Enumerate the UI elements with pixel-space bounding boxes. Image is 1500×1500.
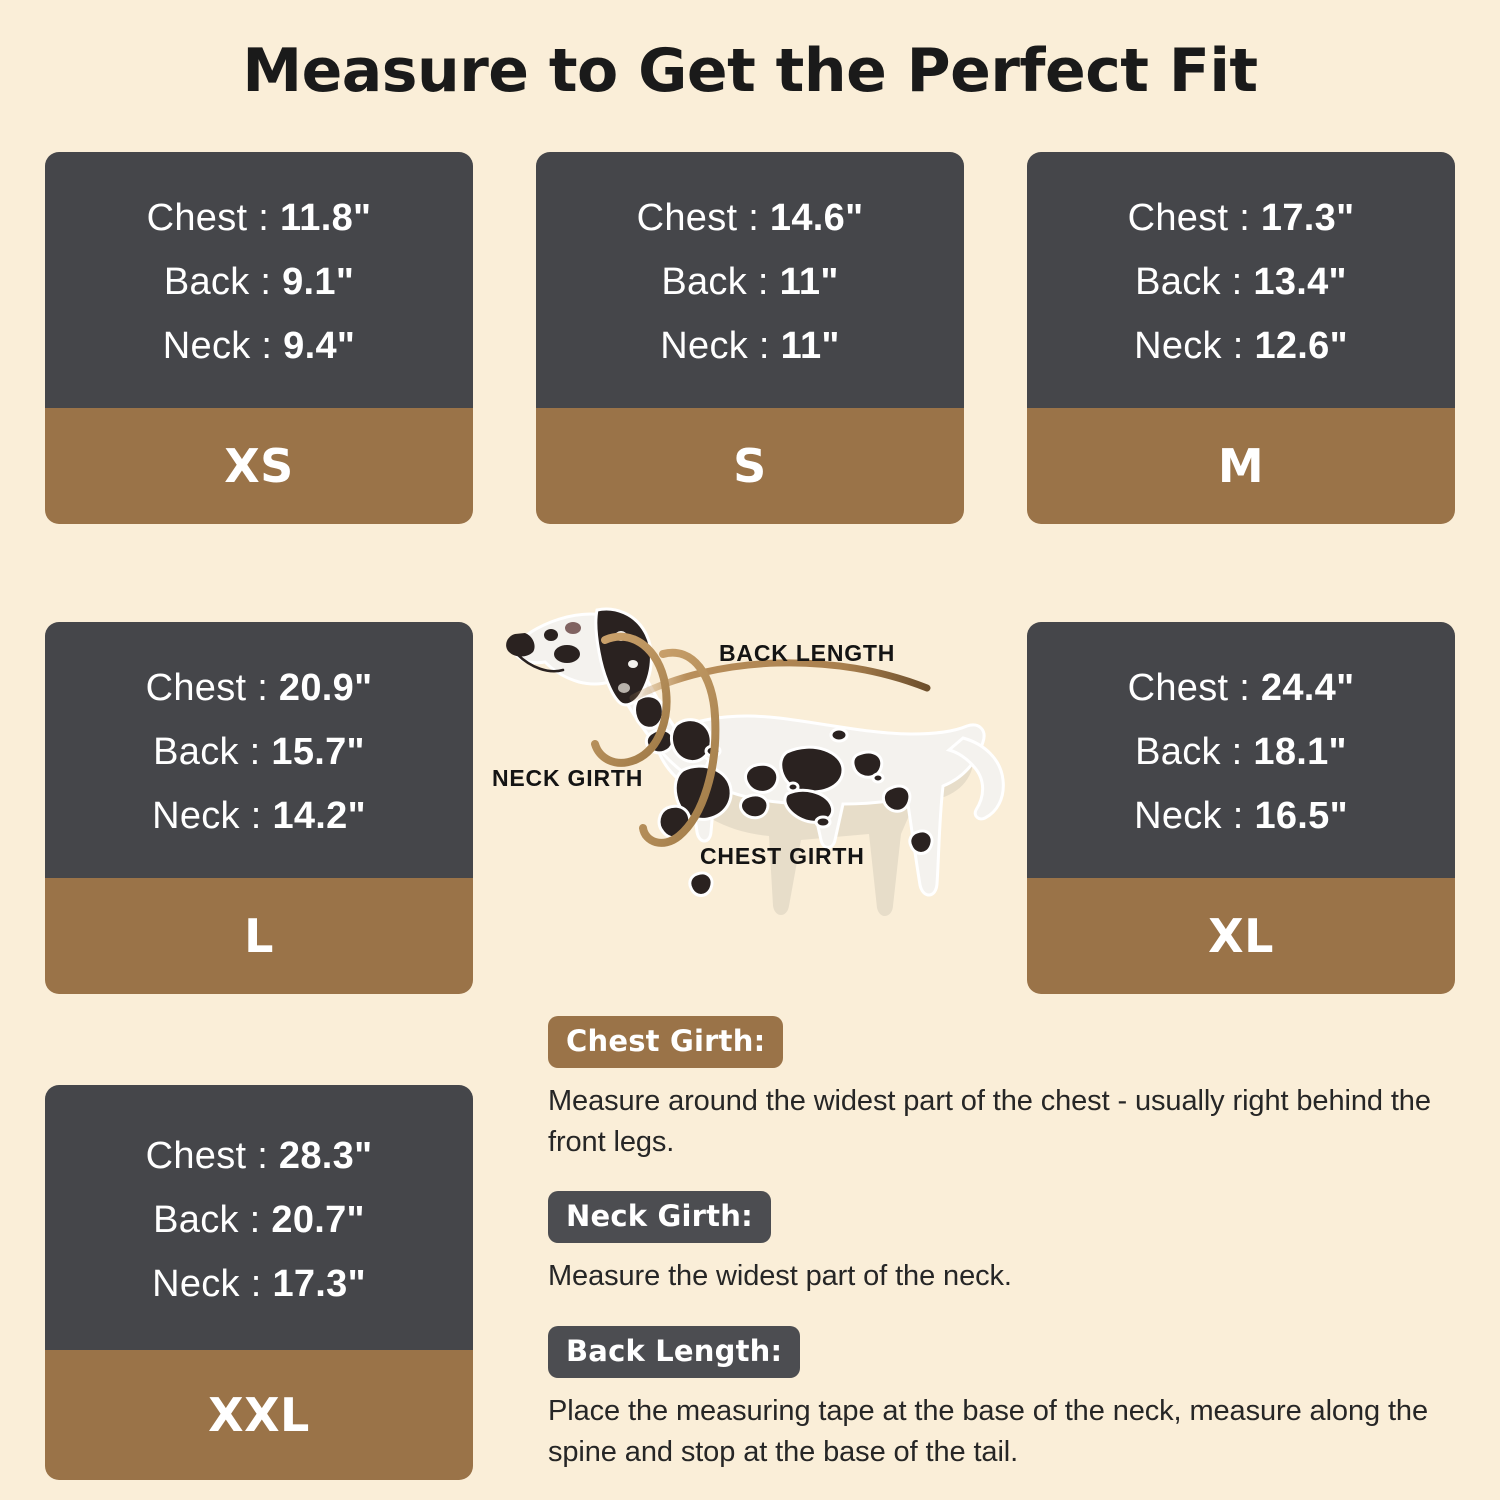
instruction-neck-girth-text: Measure the widest part of the neck. (548, 1260, 1012, 1293)
spec-back-label: Back : (661, 261, 780, 303)
spec-chest-value: 17.3" (1260, 197, 1355, 239)
badge-back-length: Back Length: (548, 1325, 801, 1378)
spec-back: Back : 20.7" (153, 1188, 365, 1252)
spec-neck-value: 14.2" (272, 795, 366, 837)
spec-neck-value: 16.5" (1254, 795, 1348, 837)
spec-neck-value: 9.4" (283, 325, 356, 367)
spec-back: Back : 11" (661, 250, 838, 314)
spec-chest-label: Chest : (636, 197, 770, 239)
spec-chest-value: 24.4" (1260, 667, 1355, 709)
size-card-xs[interactable]: Chest : 11.8" Back : 9.1" Neck : 9.4" XS (45, 152, 473, 524)
size-card-m[interactable]: Chest : 17.3" Back : 13.4" Neck : 12.6" … (1027, 152, 1455, 524)
badge-chest-girth: Chest Girth: (548, 1016, 784, 1068)
size-card-label: XL (1027, 878, 1455, 994)
spec-back: Back : 18.1" (1135, 720, 1347, 784)
instruction-back-length-text: Place the measuring tape at the base of … (548, 1394, 1428, 1468)
page-title: Measure to Get the Perfect Fit (242, 36, 1258, 106)
spec-neck-label: Neck : (660, 325, 781, 367)
spec-chest: Chest : 17.3" (1128, 186, 1355, 250)
spec-chest-value: 20.9" (278, 667, 373, 709)
spec-neck: Neck : 9.4" (163, 314, 355, 378)
size-card-l[interactable]: Chest : 20.9" Back : 15.7" Neck : 14.2" … (45, 622, 473, 994)
spec-back-label: Back : (153, 1198, 272, 1241)
spec-back-value: 9.1" (282, 261, 355, 303)
spec-neck-label: Neck : (1134, 795, 1255, 837)
spec-back-value: 20.7" (271, 1198, 365, 1241)
size-card-label: XS (45, 408, 473, 524)
spec-chest-label: Chest : (146, 197, 280, 239)
spec-neck-label: Neck : (162, 325, 284, 367)
spec-back-value: 11" (779, 261, 839, 303)
back-length-arc (629, 659, 931, 702)
size-card-specs: Chest : 14.6" Back : 11" Neck : 11" (536, 152, 964, 408)
measuring-instructions: Chest Girth: Measure around the widest p… (548, 1016, 1458, 1479)
size-card-label: M (1027, 408, 1455, 524)
spec-neck-label: Neck : (152, 1262, 273, 1305)
spec-neck: Neck : 16.5" (1134, 784, 1348, 848)
spec-back-value: 18.1" (1253, 731, 1347, 773)
spec-neck-value: 17.3" (272, 1262, 366, 1305)
chest-girth-arc (639, 648, 720, 847)
size-card-xxl[interactable]: Chest : 28.3" Back : 20.7" Neck : 17.3" … (45, 1085, 473, 1480)
spec-chest-label: Chest : (145, 1134, 279, 1177)
badge-neck-girth: Neck Girth: (548, 1191, 771, 1244)
spec-back-label: Back : (163, 261, 283, 303)
instruction-back-length: Back Length: Place the measuring tape at… (548, 1325, 1458, 1473)
spec-back-label: Back : (1135, 261, 1254, 303)
dog-measurement-diagram (487, 592, 1017, 992)
spec-neck-label: Neck : (1134, 325, 1255, 367)
instruction-chest-girth-text: Measure around the widest part of the ch… (548, 1085, 1431, 1159)
size-card-specs: Chest : 17.3" Back : 13.4" Neck : 12.6" (1027, 152, 1455, 408)
spec-chest: Chest : 11.8" (147, 186, 372, 250)
size-card-xl[interactable]: Chest : 24.4" Back : 18.1" Neck : 16.5" … (1027, 622, 1455, 994)
dog-spots (633, 694, 934, 897)
neck-girth-arc (591, 632, 671, 767)
size-card-specs: Chest : 24.4" Back : 18.1" Neck : 16.5" (1027, 622, 1455, 878)
size-card-specs: Chest : 11.8" Back : 9.1" Neck : 9.4" (45, 152, 473, 408)
spec-chest-value: 11.8" (279, 197, 372, 239)
size-card-specs: Chest : 20.9" Back : 15.7" Neck : 14.2" (45, 622, 473, 878)
spec-neck: Neck : 14.2" (152, 784, 366, 848)
spec-chest: Chest : 14.6" (637, 186, 864, 250)
spec-back: Back : 13.4" (1135, 250, 1347, 314)
size-card-label: S (536, 408, 964, 524)
spec-chest: Chest : 24.4" (1128, 656, 1355, 720)
spec-chest: Chest : 28.3" (146, 1124, 373, 1188)
size-card-label: L (45, 878, 473, 994)
spec-chest-value: 28.3" (278, 1134, 373, 1177)
label-chest-girth: CHEST GIRTH (700, 843, 865, 869)
spec-neck: Neck : 17.3" (152, 1252, 366, 1316)
label-back-length: BACK LENGTH (719, 640, 896, 666)
spec-back: Back : 15.7" (153, 720, 365, 784)
instruction-neck-girth: Neck Girth: Measure the widest part of t… (548, 1191, 1458, 1297)
instruction-chest-girth: Chest Girth: Measure around the widest p… (548, 1016, 1458, 1163)
size-card-s[interactable]: Chest : 14.6" Back : 11" Neck : 11" S (536, 152, 964, 524)
spec-back-label: Back : (1135, 731, 1254, 773)
spec-chest-value: 14.6" (769, 197, 864, 239)
spec-back-value: 13.4" (1253, 261, 1347, 303)
spec-neck-value: 12.6" (1254, 325, 1348, 367)
spec-neck: Neck : 12.6" (1134, 314, 1348, 378)
spec-chest-label: Chest : (1127, 667, 1261, 709)
label-neck-girth: NECK GIRTH (492, 765, 644, 791)
spec-neck-value: 11" (780, 325, 840, 367)
spec-chest: Chest : 20.9" (146, 656, 373, 720)
spec-chest-label: Chest : (145, 667, 279, 709)
spec-neck: Neck : 11" (660, 314, 839, 378)
spec-back-value: 15.7" (271, 731, 365, 773)
spec-back-label: Back : (153, 731, 272, 773)
size-card-label: XXL (45, 1350, 473, 1480)
spec-back: Back : 9.1" (164, 250, 354, 314)
size-card-specs: Chest : 28.3" Back : 20.7" Neck : 17.3" (45, 1085, 473, 1350)
spec-neck-label: Neck : (152, 795, 273, 837)
spec-chest-label: Chest : (1127, 197, 1261, 239)
